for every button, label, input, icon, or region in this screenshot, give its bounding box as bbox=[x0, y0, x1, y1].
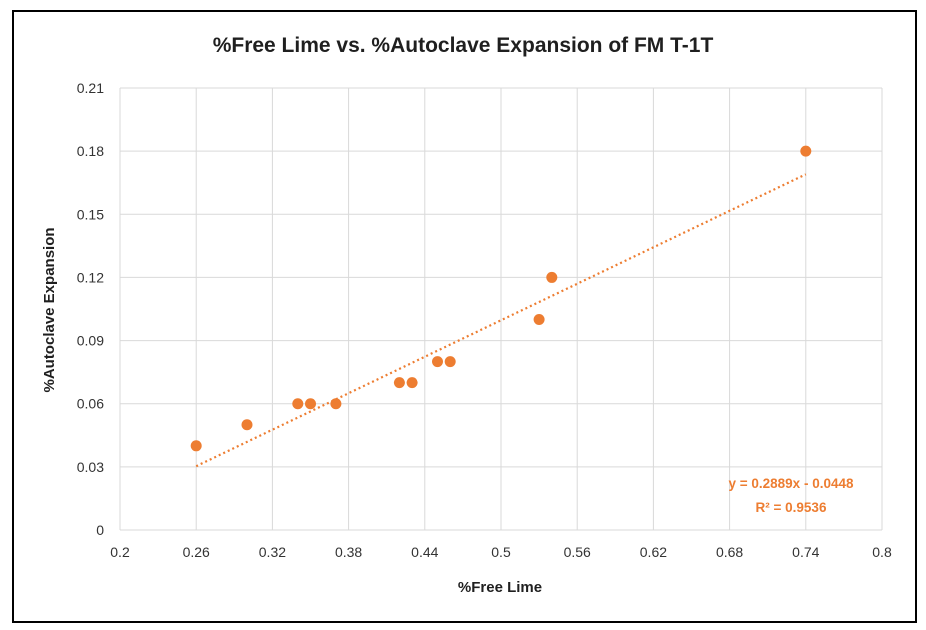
x-tick-label: 0.68 bbox=[716, 544, 743, 560]
x-tick-label: 0.44 bbox=[411, 544, 438, 560]
x-axis-label: %Free Lime bbox=[458, 579, 542, 596]
y-tick-label: 0 bbox=[96, 522, 104, 538]
data-point bbox=[305, 398, 316, 410]
x-tick-label: 0.26 bbox=[183, 544, 210, 560]
x-tick-label: 0.2 bbox=[110, 544, 130, 560]
x-tick-label: 0.32 bbox=[259, 544, 286, 560]
trendline-equation: y = 0.2889x - 0.0448 bbox=[729, 476, 854, 491]
data-point bbox=[800, 145, 812, 157]
data-points bbox=[190, 145, 812, 452]
data-point bbox=[330, 398, 342, 410]
y-tick-label: 0.15 bbox=[77, 206, 104, 222]
x-tick-label: 0.74 bbox=[792, 544, 819, 560]
y-tick-label: 0.21 bbox=[77, 80, 104, 96]
data-point bbox=[432, 356, 443, 368]
y-axis-label: %Autoclave Expansion bbox=[41, 227, 58, 392]
data-point bbox=[393, 377, 405, 389]
x-tick-label: 0.62 bbox=[640, 544, 667, 560]
y-tick-label: 0.06 bbox=[77, 396, 104, 412]
data-point bbox=[444, 356, 456, 368]
data-point bbox=[406, 377, 418, 389]
x-tick-labels: 0.2 0.26 0.32 0.38 0.44 0.5 0.56 0.62 0.68 0.74 0.… bbox=[110, 544, 892, 560]
y-tick-label: 0.12 bbox=[77, 269, 104, 285]
y-tick-label: 0.09 bbox=[77, 333, 104, 349]
data-point bbox=[292, 398, 304, 410]
chart-frame bbox=[12, 10, 917, 623]
gridlines bbox=[119, 87, 883, 531]
x-tick-label: 0.5 bbox=[491, 544, 511, 560]
data-point bbox=[546, 271, 558, 283]
y-tick-label: 0.03 bbox=[77, 459, 104, 475]
x-tick-label: 0.56 bbox=[564, 544, 591, 560]
data-point bbox=[533, 314, 545, 326]
trendline-r-squared: R² = 0.9536 bbox=[756, 500, 827, 515]
y-tick-labels: 0 0.03 0.06 0.09 0.12 0.15 0.18 0.21 bbox=[77, 80, 104, 538]
data-point bbox=[241, 419, 253, 431]
chart-title: %Free Lime vs. %Autoclave Expansion of F… bbox=[213, 34, 714, 57]
x-tick-label: 0.38 bbox=[335, 544, 362, 560]
x-tick-label: 0.8 bbox=[872, 544, 892, 560]
y-tick-label: 0.18 bbox=[77, 143, 104, 159]
data-point bbox=[190, 440, 202, 452]
